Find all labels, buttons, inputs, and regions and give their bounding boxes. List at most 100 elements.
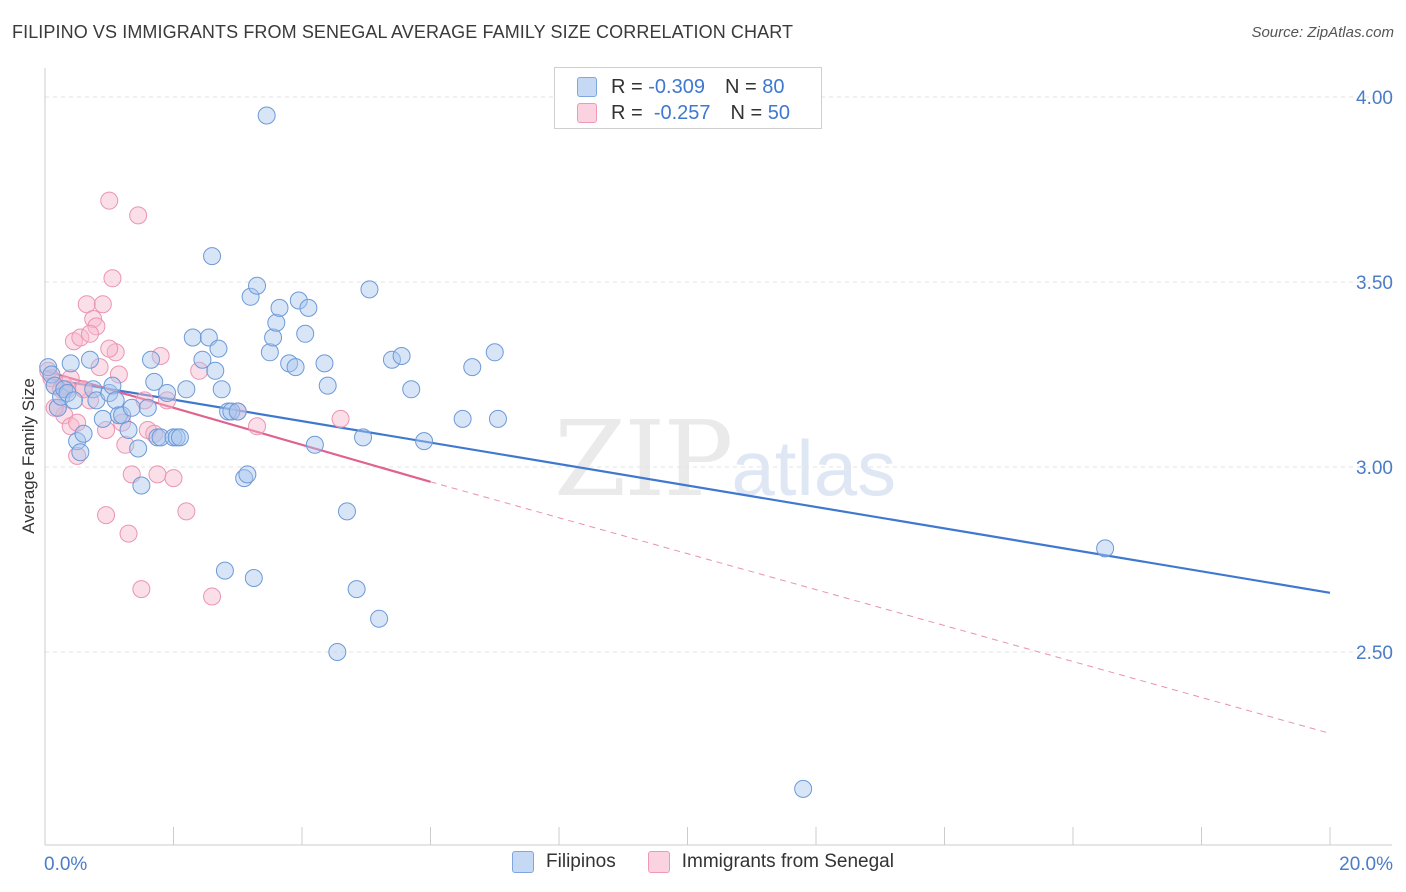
filipino-point bbox=[129, 439, 148, 458]
senegal-point bbox=[97, 421, 116, 439]
filipino-point bbox=[122, 398, 141, 417]
senegal-point bbox=[177, 502, 196, 521]
filipino-point bbox=[183, 328, 202, 347]
senegal-point bbox=[331, 409, 350, 428]
filipino-point bbox=[58, 384, 77, 402]
filipino-point bbox=[203, 247, 222, 266]
filipino-point bbox=[267, 313, 286, 332]
legend-r-value-senegal: -0.257 bbox=[653, 101, 711, 124]
senegal-point bbox=[119, 524, 138, 543]
filipino-point bbox=[142, 350, 161, 369]
legend-row-filipinos: R = -0.309 N = 80 bbox=[577, 73, 784, 101]
y-tick-label: 3.50 bbox=[1356, 273, 1393, 294]
legend-swatch-senegal bbox=[647, 851, 670, 873]
legend-label-senegal: Immigrants from Senegal bbox=[681, 851, 894, 872]
legend-swatch-senegal bbox=[577, 103, 597, 123]
filipino-point bbox=[794, 779, 813, 798]
filipino-point bbox=[370, 609, 389, 628]
senegal-point bbox=[109, 365, 128, 384]
watermark-zip: ZIP bbox=[554, 398, 733, 520]
filipino-point bbox=[1096, 539, 1115, 558]
senegal-point bbox=[100, 339, 119, 358]
y-axis-label: Average Family Size bbox=[19, 378, 38, 534]
filipino-point bbox=[145, 372, 164, 391]
legend-item-senegal[interactable]: Immigrants from Senegal bbox=[647, 851, 894, 873]
filipino-point bbox=[80, 350, 99, 369]
trendlines bbox=[44, 369, 1331, 734]
legend-row-senegal: R = -0.257 N = 50 bbox=[577, 99, 790, 127]
filipino-point bbox=[270, 298, 289, 317]
series-legend: Filipinos Immigrants from Senegal bbox=[0, 851, 1406, 873]
filipino-point bbox=[488, 409, 507, 428]
filipino-point bbox=[103, 376, 122, 395]
filipino-point bbox=[222, 402, 241, 421]
filipino-point bbox=[328, 643, 347, 661]
filipino-point bbox=[453, 409, 472, 428]
filipino-point bbox=[64, 391, 83, 410]
legend-n-label: N = bbox=[724, 75, 757, 98]
senegal-points bbox=[39, 191, 350, 606]
senegal-point bbox=[190, 361, 209, 380]
filipino-point bbox=[318, 376, 337, 395]
filipino-point bbox=[289, 291, 308, 310]
legend-n-label: N = bbox=[730, 101, 763, 124]
y-tick-label: 4.00 bbox=[1356, 88, 1393, 109]
filipino-point bbox=[48, 398, 67, 417]
filipino-point bbox=[42, 365, 61, 384]
senegal-point bbox=[97, 506, 116, 525]
filipino-point bbox=[68, 432, 87, 451]
legend-item-filipinos[interactable]: Filipinos bbox=[512, 851, 616, 873]
senegal-point bbox=[158, 391, 177, 410]
correlation-legend: R = -0.309 N = 80 R = -0.257 N = 50 bbox=[554, 67, 822, 129]
senegal-point bbox=[132, 580, 151, 599]
legend-r-label: R = bbox=[611, 101, 643, 124]
filipino-point bbox=[212, 380, 231, 399]
legend-label-filipinos: Filipinos bbox=[546, 851, 616, 872]
senegal-point bbox=[100, 191, 119, 210]
tick-labels: 4.00 3.50 3.00 2.50 0.0% 20.0% bbox=[44, 88, 1393, 875]
filipino-point bbox=[238, 465, 257, 484]
filipino-point bbox=[193, 350, 212, 369]
filipino-point bbox=[286, 358, 305, 377]
senegal-point bbox=[68, 413, 87, 432]
filipino-point bbox=[177, 380, 196, 399]
filipino-point bbox=[360, 280, 379, 299]
senegal-point bbox=[203, 587, 222, 606]
source-label: Source: ZipAtlas.com bbox=[1251, 24, 1394, 41]
filipino-point bbox=[248, 276, 267, 295]
filipino-point bbox=[71, 443, 90, 462]
senegal-point bbox=[93, 295, 112, 314]
legend-n-value-filipinos: 80 bbox=[762, 75, 785, 98]
legend-n-value-senegal: 50 bbox=[767, 101, 791, 124]
watermark: ZIPatlas bbox=[554, 398, 896, 520]
filipino-point bbox=[260, 343, 279, 362]
trendline-dashed bbox=[430, 481, 1331, 734]
senegal-point bbox=[87, 317, 106, 336]
legend-swatch-filipinos bbox=[512, 851, 535, 873]
filipino-point bbox=[485, 343, 504, 362]
filipino-point bbox=[354, 428, 373, 447]
filipino-point bbox=[132, 476, 151, 495]
filipino-point bbox=[305, 435, 324, 454]
senegal-point bbox=[61, 369, 80, 388]
filipino-point bbox=[241, 287, 260, 306]
filipino-point bbox=[382, 350, 401, 369]
filipino-point bbox=[392, 347, 411, 365]
filipino-point bbox=[337, 502, 356, 521]
x-tick-label: 0.0% bbox=[44, 854, 87, 875]
filipino-point bbox=[347, 580, 366, 599]
trendline bbox=[44, 377, 1331, 594]
filipino-point bbox=[402, 380, 421, 399]
filipino-point bbox=[228, 402, 247, 421]
filipino-point bbox=[206, 361, 225, 380]
filipino-point bbox=[299, 298, 318, 317]
senegal-point bbox=[80, 324, 99, 343]
filipino-point bbox=[463, 358, 482, 377]
senegal-point bbox=[164, 469, 183, 488]
senegal-point bbox=[90, 358, 109, 377]
senegal-point bbox=[80, 391, 99, 410]
legend-swatch-filipinos bbox=[577, 77, 597, 97]
filipino-point bbox=[93, 409, 112, 428]
filipino-point bbox=[74, 424, 93, 443]
